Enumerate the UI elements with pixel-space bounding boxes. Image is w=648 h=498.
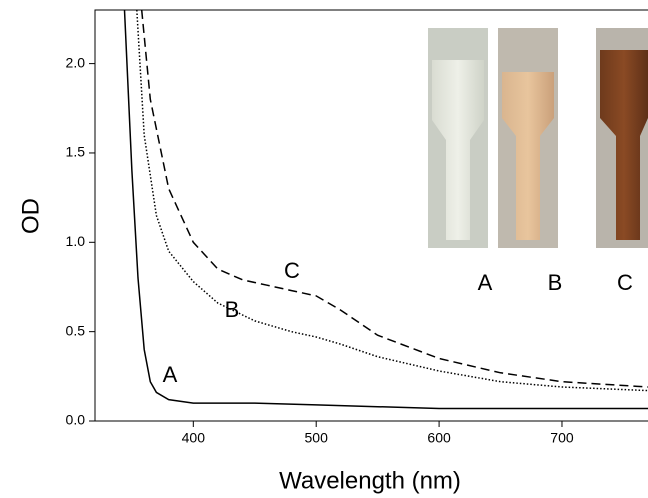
curve-label: B	[225, 297, 240, 322]
cuvette-b-liquid	[502, 72, 554, 240]
x-tick-label: 500	[305, 430, 329, 446]
x-tick-label: 700	[550, 430, 574, 446]
inset-label: A	[478, 270, 493, 295]
cuvette-c-liquid	[600, 50, 648, 240]
x-tick-label: 400	[182, 430, 206, 446]
plot-area	[123, 10, 648, 410]
inset-label: B	[548, 270, 563, 295]
series-line	[136, 10, 648, 392]
cuvette-a-liquid	[432, 60, 484, 240]
series-line	[140, 10, 648, 388]
y-axis-label: OD	[17, 198, 44, 234]
curve-label: C	[284, 258, 300, 283]
series-line	[123, 10, 648, 410]
y-tick-label: 1.0	[66, 233, 86, 249]
plot-frame	[94, 9, 648, 422]
curve-label: A	[163, 362, 178, 387]
x-axis-label: Wavelength (nm)	[279, 467, 461, 494]
x-tick-label: 600	[427, 430, 451, 446]
inset-photo	[428, 28, 648, 248]
y-tick-label: 0.5	[66, 322, 86, 338]
y-tick-label: 0.0	[66, 412, 86, 428]
inset-label: C	[617, 270, 633, 295]
y-tick-label: 2.0	[66, 54, 86, 70]
y-tick-label: 1.5	[66, 144, 86, 160]
